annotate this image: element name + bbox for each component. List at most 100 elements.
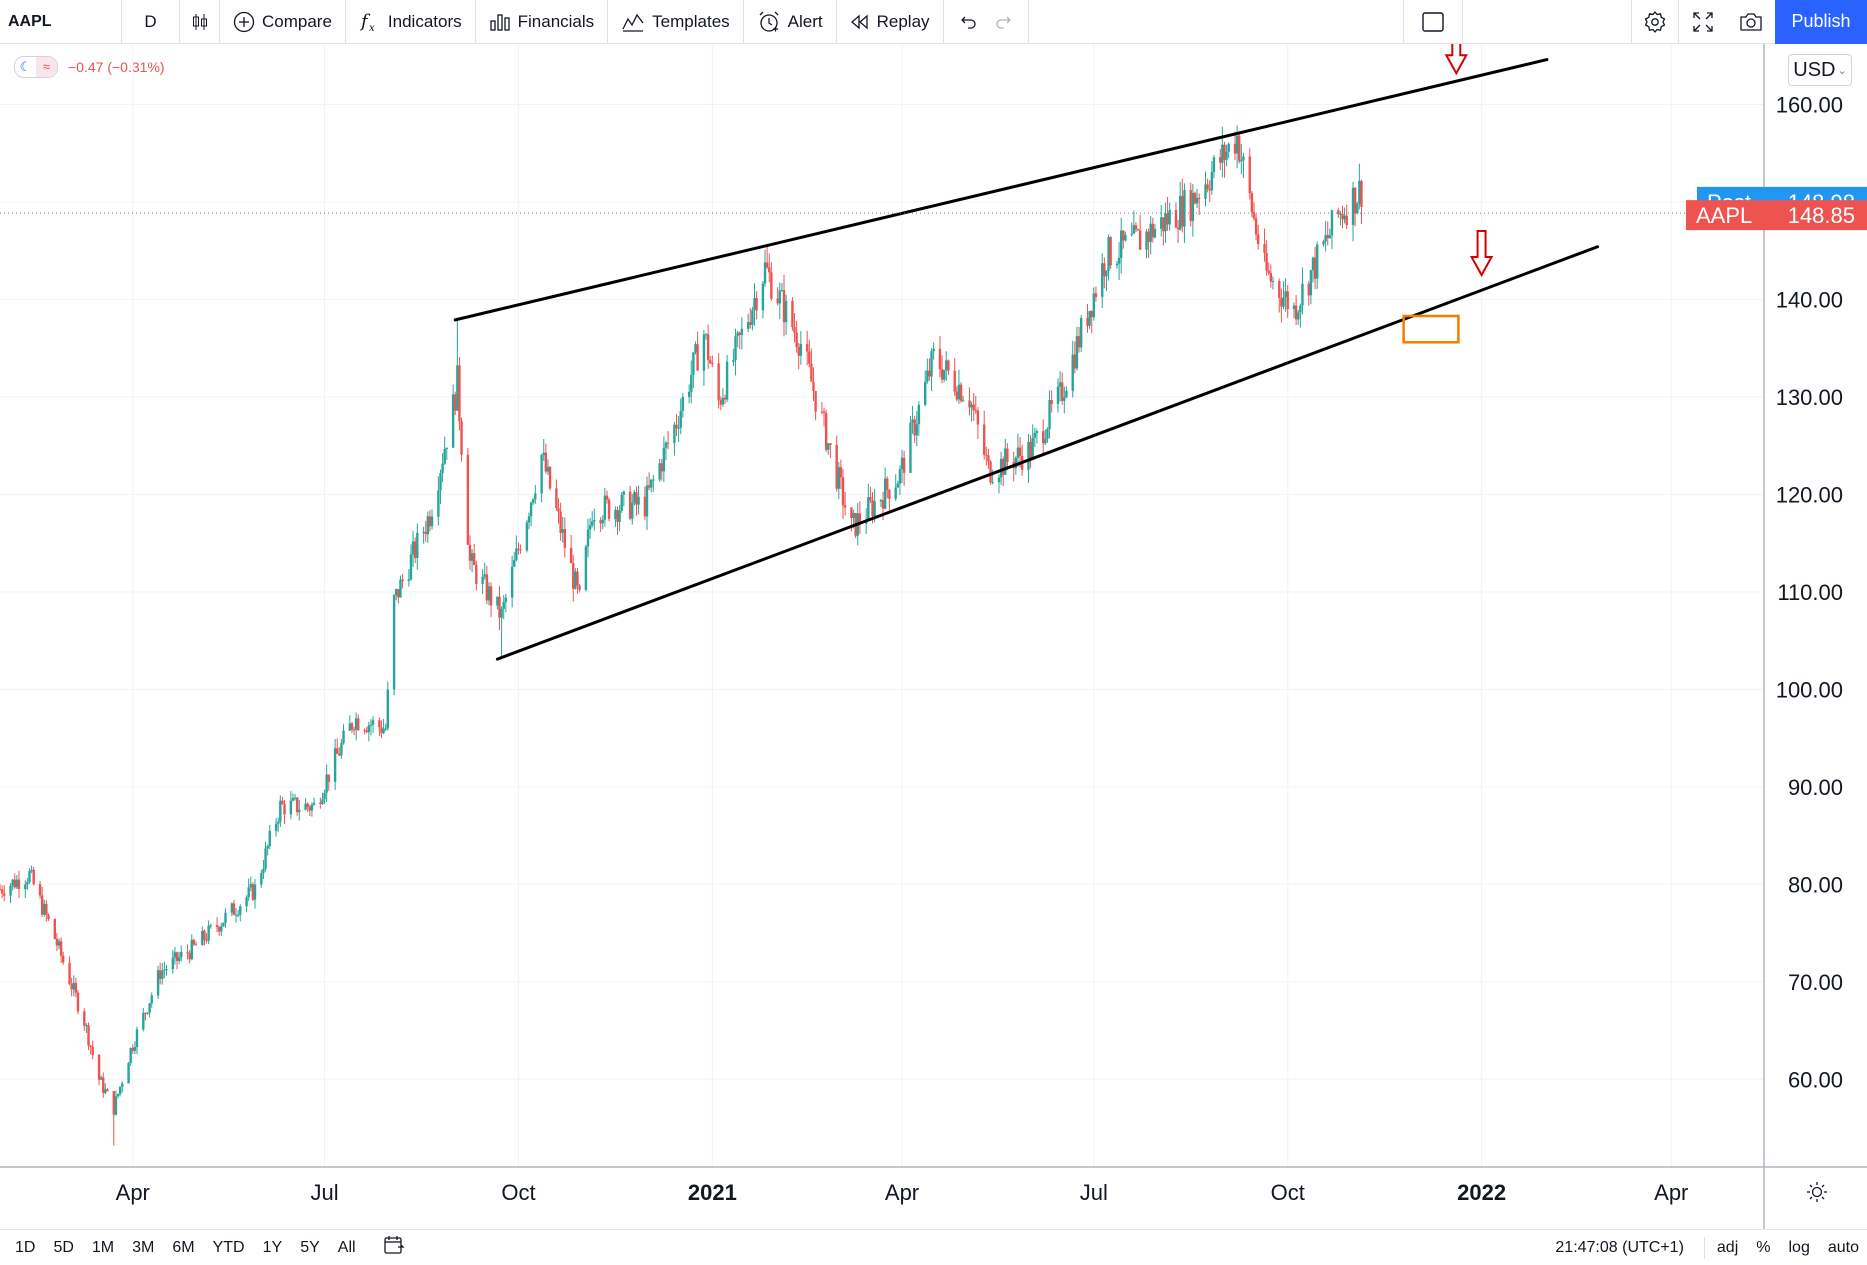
candle-body xyxy=(274,823,278,831)
candle-body xyxy=(1278,280,1281,299)
candle xyxy=(194,941,198,946)
legend-toggle[interactable]: ☾ ≈ xyxy=(14,56,58,78)
candle-body xyxy=(1248,156,1251,194)
candle xyxy=(622,490,626,507)
y-tick-label: 110.00 xyxy=(1777,580,1843,605)
interval-button[interactable]: D xyxy=(122,0,180,44)
compare-button[interactable]: Compare xyxy=(220,0,346,44)
auto-toggle[interactable]: auto xyxy=(1827,1238,1859,1256)
candle-body xyxy=(268,830,271,846)
candle-body xyxy=(947,360,950,371)
candle-body xyxy=(43,903,46,915)
range-5y[interactable]: 5Y xyxy=(300,1238,320,1256)
financials-button[interactable]: Financials xyxy=(476,0,609,44)
candle-body xyxy=(1225,151,1228,160)
candle xyxy=(146,1012,149,1015)
undo-button[interactable] xyxy=(944,0,986,44)
price-chart[interactable]: 160.00150.00140.00130.00120.00110.00100.… xyxy=(0,44,1867,1229)
candle xyxy=(1048,390,1051,439)
candle-body xyxy=(911,419,914,423)
range-1y[interactable]: 1Y xyxy=(262,1238,283,1256)
candle xyxy=(407,569,411,587)
candle-body xyxy=(260,873,263,885)
candle-body xyxy=(1014,457,1018,469)
candle xyxy=(915,411,918,447)
currency-select[interactable]: USD ⌄ xyxy=(1788,54,1852,86)
candle-body xyxy=(251,884,255,900)
candle xyxy=(930,348,933,392)
candle xyxy=(249,876,252,892)
range-1d[interactable]: 1D xyxy=(15,1238,36,1256)
alert-button[interactable]: Alert xyxy=(744,0,837,44)
candle-body xyxy=(1219,157,1222,163)
axis-settings-button[interactable] xyxy=(1805,1181,1829,1208)
moon-icon: ☾ xyxy=(19,59,32,74)
candle xyxy=(1162,217,1165,246)
range-all[interactable]: All xyxy=(337,1238,356,1256)
candle-body xyxy=(1151,223,1155,238)
candle xyxy=(230,902,234,917)
candle-body xyxy=(725,361,729,400)
candle-body xyxy=(614,509,617,519)
candle xyxy=(102,1072,105,1098)
indicators-label: Indicators xyxy=(387,11,462,31)
candle xyxy=(59,937,63,963)
candle-body xyxy=(510,566,514,598)
candle-body xyxy=(780,289,784,291)
candle xyxy=(209,923,212,929)
candle-body xyxy=(782,289,786,323)
candle xyxy=(1147,228,1150,258)
clock[interactable]: 21:47:08 (UTC+1) xyxy=(1555,1238,1684,1256)
candle xyxy=(224,908,227,928)
range-3m[interactable]: 3M xyxy=(132,1238,155,1256)
candle-body xyxy=(679,410,682,428)
candle-body xyxy=(517,548,520,550)
candle-body xyxy=(135,1029,139,1047)
candle xyxy=(472,543,476,566)
candle-body xyxy=(13,879,16,888)
adj-toggle[interactable]: adj xyxy=(1716,1238,1739,1256)
sun-icon xyxy=(1806,1181,1828,1208)
candle xyxy=(150,992,153,1008)
candle-body xyxy=(220,926,223,932)
candle-body xyxy=(591,521,594,526)
candle-body xyxy=(633,492,636,503)
candle xyxy=(633,489,636,506)
candle xyxy=(1115,260,1119,269)
publish-button[interactable]: Publish xyxy=(1775,0,1867,44)
fullscreen-button[interactable] xyxy=(1679,0,1727,44)
candle xyxy=(1136,228,1140,231)
layout-button[interactable] xyxy=(1403,0,1463,44)
candle-body xyxy=(30,869,33,871)
symbol-search-button[interactable]: AAPL xyxy=(0,0,122,44)
candle-body xyxy=(367,725,371,733)
candle-body xyxy=(588,525,592,530)
candle-body xyxy=(1168,210,1171,225)
replay-button[interactable]: Replay xyxy=(837,0,944,44)
goto-date-button[interactable] xyxy=(383,1235,405,1260)
candle xyxy=(734,328,737,376)
candle xyxy=(251,882,255,901)
candle-body xyxy=(308,807,312,811)
templates-button[interactable]: Templates xyxy=(608,0,744,44)
candle xyxy=(909,415,912,474)
range-1m[interactable]: 1M xyxy=(91,1238,115,1256)
chart-style-button[interactable] xyxy=(180,0,220,44)
snapshot-button[interactable] xyxy=(1727,0,1775,44)
range-6m[interactable]: 6M xyxy=(172,1238,195,1256)
percent-toggle[interactable]: % xyxy=(1756,1238,1771,1256)
candle-body xyxy=(1073,354,1077,369)
log-toggle[interactable]: log xyxy=(1788,1238,1810,1256)
settings-button[interactable] xyxy=(1631,0,1679,44)
candle xyxy=(430,509,434,530)
candle-body xyxy=(932,348,935,352)
candle-body xyxy=(441,463,444,474)
candle xyxy=(1077,327,1081,353)
range-5d[interactable]: 5D xyxy=(53,1238,74,1256)
candle xyxy=(441,453,444,483)
redo-button[interactable] xyxy=(986,0,1029,44)
candle-body xyxy=(28,870,31,883)
range-ytd[interactable]: YTD xyxy=(212,1238,245,1256)
candle xyxy=(348,715,352,731)
